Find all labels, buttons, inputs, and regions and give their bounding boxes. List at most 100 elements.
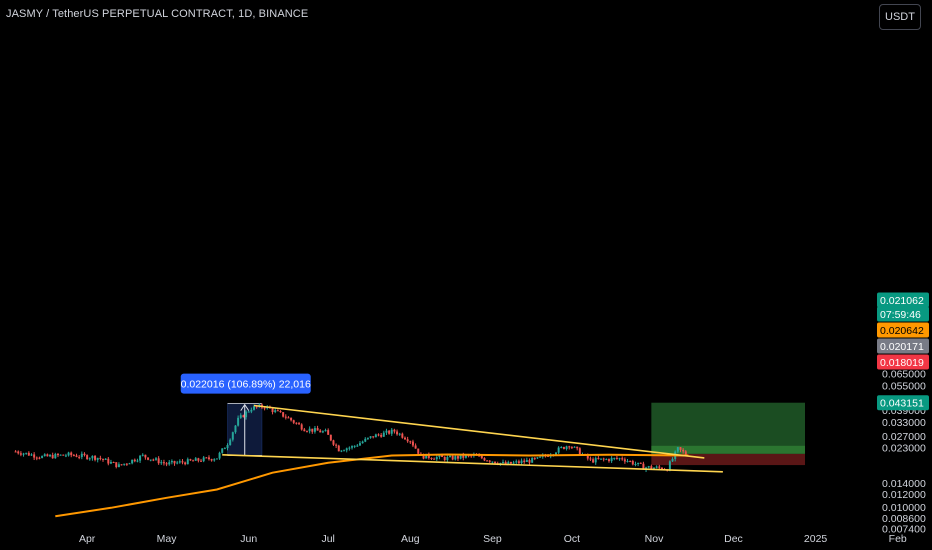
candle-body[interactable]	[229, 439, 232, 446]
candle-body[interactable]	[253, 406, 256, 410]
candle-body[interactable]	[319, 430, 322, 433]
candle-body[interactable]	[154, 458, 157, 460]
candle-body[interactable]	[570, 447, 573, 449]
candle-body[interactable]	[494, 461, 497, 464]
candle-body[interactable]	[594, 458, 597, 463]
candle-body[interactable]	[30, 454, 33, 456]
candle-body[interactable]	[592, 459, 595, 463]
candle-body[interactable]	[67, 452, 70, 456]
candle-body[interactable]	[449, 455, 452, 458]
candle-body[interactable]	[221, 448, 224, 453]
candle-body[interactable]	[321, 431, 324, 433]
candle-body[interactable]	[59, 454, 62, 456]
candle-body[interactable]	[443, 457, 446, 460]
candle-body[interactable]	[650, 466, 653, 469]
candle-body[interactable]	[451, 455, 454, 460]
candle-body[interactable]	[536, 457, 539, 459]
candle-body[interactable]	[41, 456, 44, 458]
candle-body[interactable]	[409, 441, 412, 443]
candle-body[interactable]	[411, 441, 414, 446]
candle-body[interactable]	[578, 448, 581, 455]
candle-body[interactable]	[117, 464, 120, 468]
candle-body[interactable]	[54, 453, 57, 459]
candle-body[interactable]	[502, 461, 505, 463]
lower-trendline[interactable]	[222, 454, 723, 473]
candle-body[interactable]	[120, 464, 123, 466]
candle-body[interactable]	[430, 457, 433, 459]
candle-body[interactable]	[486, 460, 489, 462]
candle-body[interactable]	[372, 436, 375, 438]
candle-body[interactable]	[351, 446, 354, 448]
candle-body[interactable]	[560, 447, 563, 449]
candle-body[interactable]	[202, 457, 205, 462]
candle-body[interactable]	[86, 455, 89, 460]
candle-body[interactable]	[615, 457, 618, 459]
candle-body[interactable]	[329, 434, 332, 441]
candle-body[interactable]	[292, 420, 295, 423]
profit-zone[interactable]	[651, 402, 805, 454]
candle-body[interactable]	[655, 466, 658, 468]
candle-body[interactable]	[162, 462, 165, 464]
candle-body[interactable]	[94, 455, 97, 460]
candle-body[interactable]	[345, 448, 348, 451]
candle-body[interactable]	[223, 448, 226, 450]
candle-body[interactable]	[112, 462, 115, 464]
currency-button[interactable]: USDT	[879, 4, 921, 30]
candle-body[interactable]	[197, 458, 200, 461]
candle-body[interactable]	[25, 452, 28, 454]
candle-body[interactable]	[682, 449, 685, 452]
candle-body[interactable]	[139, 455, 142, 461]
candle-body[interactable]	[263, 407, 266, 409]
candle-body[interactable]	[242, 415, 245, 418]
candle-body[interactable]	[512, 462, 515, 464]
candle-body[interactable]	[491, 461, 494, 463]
candle-body[interactable]	[366, 437, 369, 439]
candle-body[interactable]	[78, 456, 81, 458]
candle-body[interactable]	[279, 410, 282, 413]
candle-body[interactable]	[406, 439, 409, 442]
candle-body[interactable]	[464, 455, 467, 458]
candle-body[interactable]	[324, 430, 327, 432]
candle-body[interactable]	[435, 457, 438, 460]
candle-body[interactable]	[284, 416, 287, 418]
candle-body[interactable]	[125, 463, 128, 465]
candle-body[interactable]	[128, 463, 131, 465]
candle-body[interactable]	[414, 445, 417, 449]
candle-body[interactable]	[332, 440, 335, 445]
candle-body[interactable]	[271, 408, 274, 413]
candle-body[interactable]	[547, 455, 550, 457]
candle-body[interactable]	[80, 453, 83, 457]
candle-body[interactable]	[107, 458, 110, 464]
candle-body[interactable]	[17, 451, 20, 454]
candle-body[interactable]	[290, 417, 293, 421]
candle-body[interactable]	[388, 430, 391, 434]
candle-body[interactable]	[247, 411, 250, 413]
candle-body[interactable]	[340, 450, 343, 452]
candle-body[interactable]	[531, 457, 534, 463]
candle-body[interactable]	[478, 455, 481, 457]
candle-body[interactable]	[470, 455, 473, 457]
candle-body[interactable]	[213, 459, 216, 461]
candle-body[interactable]	[133, 459, 136, 462]
candle-body[interactable]	[245, 411, 248, 418]
candle-body[interactable]	[642, 463, 645, 470]
candle-body[interactable]	[364, 438, 367, 442]
candle-body[interactable]	[51, 454, 54, 459]
candle-body[interactable]	[56, 453, 59, 456]
candle-body[interactable]	[660, 467, 663, 470]
candle-body[interactable]	[144, 454, 147, 458]
moving-average-line[interactable]	[55, 453, 689, 518]
candle-body[interactable]	[610, 458, 613, 462]
candle-body[interactable]	[441, 455, 444, 458]
candle-body[interactable]	[313, 428, 316, 432]
candle-body[interactable]	[303, 429, 306, 432]
candle-body[interactable]	[382, 432, 385, 437]
candle-body[interactable]	[403, 437, 406, 440]
candle-body[interactable]	[509, 461, 512, 464]
loss-zone[interactable]	[651, 453, 805, 466]
upper-trendline[interactable]	[253, 404, 705, 459]
candle-body[interactable]	[605, 459, 608, 461]
candle-body[interactable]	[168, 462, 171, 465]
candle-body[interactable]	[239, 415, 242, 418]
candle-body[interactable]	[200, 460, 203, 462]
